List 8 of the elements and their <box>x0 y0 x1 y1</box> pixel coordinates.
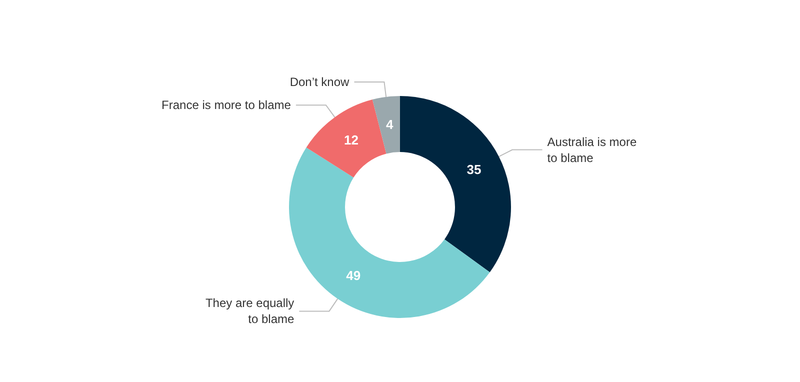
data-label: 35 <box>466 162 482 177</box>
slice-label: France is more to blame <box>162 98 292 112</box>
slice-label: Don’t know <box>290 74 350 89</box>
slice-label: Australia is more to blame <box>547 134 637 165</box>
slice-label: They are equally to blame <box>205 296 294 326</box>
data-label: 4 <box>386 117 394 132</box>
data-label: 49 <box>346 268 361 284</box>
data-label: 12 <box>344 132 358 148</box>
